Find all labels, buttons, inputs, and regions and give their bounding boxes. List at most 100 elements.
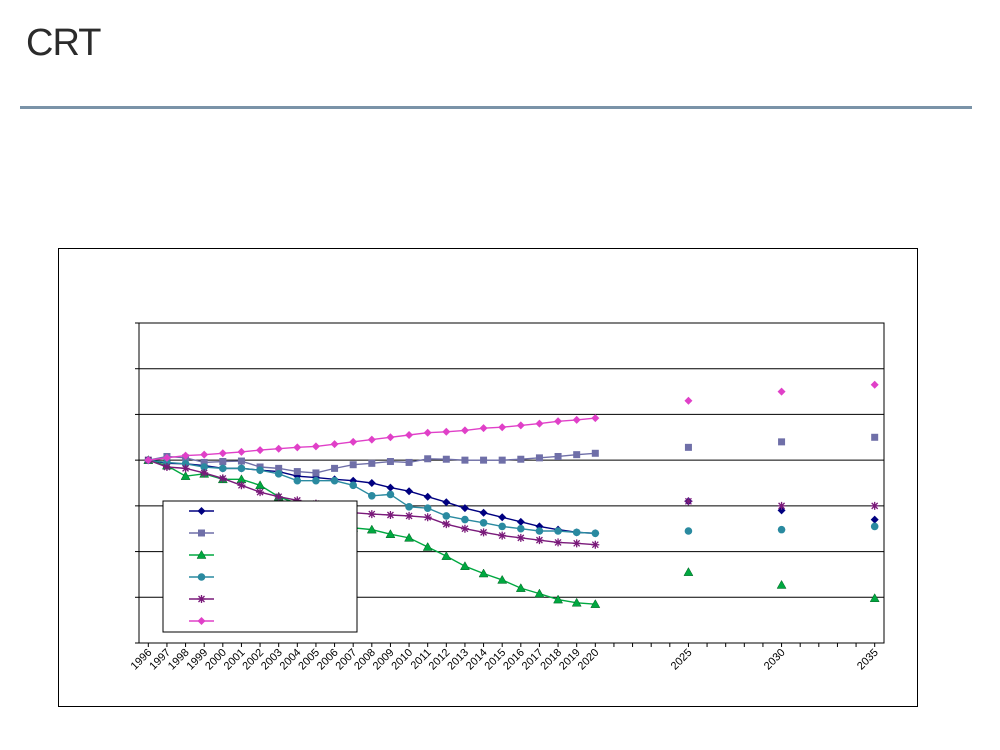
series-5-point bbox=[516, 533, 525, 542]
x-tick-label: 2020 bbox=[576, 647, 602, 673]
series-5-point bbox=[237, 481, 246, 490]
series-6-point bbox=[181, 451, 190, 460]
series-1-point bbox=[423, 492, 432, 501]
series-3-point bbox=[385, 529, 396, 538]
series-4-point bbox=[237, 464, 246, 473]
series-5-point bbox=[162, 463, 171, 471]
series-4-point bbox=[330, 476, 339, 485]
series-5-point bbox=[181, 464, 190, 473]
series-2-point bbox=[312, 469, 320, 477]
series-2-point bbox=[386, 458, 394, 466]
series-4-point bbox=[479, 518, 488, 527]
series-4-point bbox=[256, 466, 264, 475]
series-3-point bbox=[869, 593, 880, 602]
series-2-point bbox=[442, 455, 450, 463]
series-1-point bbox=[516, 517, 525, 526]
series-3-point bbox=[683, 567, 694, 576]
legend-swatch-marker bbox=[197, 617, 206, 625]
series-6-point bbox=[516, 421, 525, 430]
series-4-point bbox=[554, 527, 562, 535]
series-6-point bbox=[311, 442, 320, 451]
series-1-point bbox=[870, 515, 879, 524]
series-6-point bbox=[200, 450, 209, 459]
company-logo: CRT bbox=[26, 22, 101, 65]
legend-swatch-marker bbox=[197, 507, 206, 515]
series-5-point bbox=[386, 511, 395, 519]
series-6-point bbox=[256, 446, 265, 455]
series-4-point bbox=[870, 522, 879, 531]
series-4-point bbox=[423, 504, 432, 512]
x-tick-label: 2030 bbox=[762, 647, 788, 673]
series-6-point bbox=[498, 423, 507, 432]
series-3-point bbox=[497, 574, 508, 584]
series-2-point bbox=[684, 443, 692, 451]
series-2-point bbox=[498, 456, 506, 464]
plot-area bbox=[138, 322, 885, 644]
series-5-point bbox=[554, 538, 563, 547]
header-divider bbox=[20, 106, 972, 109]
series-6-point bbox=[684, 396, 693, 405]
series-6-point bbox=[218, 449, 227, 458]
series-6-point bbox=[274, 444, 283, 453]
series-4-point bbox=[684, 527, 693, 535]
series-4-point bbox=[312, 476, 320, 485]
series-1-point bbox=[442, 498, 451, 507]
series-6-point bbox=[777, 387, 786, 396]
series-4-point bbox=[777, 525, 786, 534]
series-6-point bbox=[535, 419, 544, 428]
series-1-point bbox=[498, 513, 507, 522]
series-6-point bbox=[460, 426, 469, 435]
series-2-point bbox=[573, 451, 581, 459]
series-2-point bbox=[275, 464, 283, 472]
series-4-point bbox=[386, 490, 395, 499]
series-5-point bbox=[442, 520, 451, 529]
series-2-point bbox=[535, 454, 543, 462]
series-5-point bbox=[274, 492, 283, 501]
series-3-point bbox=[478, 568, 489, 578]
series-5-point bbox=[591, 540, 600, 549]
series-5-point bbox=[572, 539, 581, 548]
x-tick-label: 2025 bbox=[669, 647, 695, 673]
series-6-point bbox=[386, 433, 395, 442]
series-6-point bbox=[237, 447, 246, 456]
series-3-point bbox=[422, 541, 433, 551]
series-1-point bbox=[386, 483, 395, 492]
series-4-point bbox=[349, 481, 357, 490]
series-5-point bbox=[460, 524, 469, 533]
series-1-point bbox=[405, 487, 414, 496]
series-1-point bbox=[479, 508, 488, 517]
series-6-point bbox=[293, 443, 302, 452]
legend-swatch-marker bbox=[197, 595, 206, 603]
series-6-point bbox=[330, 440, 339, 449]
series-2-point bbox=[200, 458, 208, 466]
series-6-point bbox=[162, 453, 171, 462]
series-5-point bbox=[367, 510, 376, 519]
series-4-point bbox=[461, 515, 469, 524]
series-1-point bbox=[367, 479, 376, 487]
series-5-point bbox=[200, 468, 209, 477]
series-4-point bbox=[535, 527, 544, 535]
series-3-point bbox=[590, 599, 601, 608]
series-3-point bbox=[366, 524, 377, 534]
series-5-point bbox=[684, 497, 693, 506]
series-5-point bbox=[479, 528, 488, 537]
legend-swatch-marker bbox=[197, 573, 206, 581]
series-6-point bbox=[554, 417, 563, 426]
series-4-point bbox=[517, 524, 525, 533]
series-2-point bbox=[778, 438, 786, 446]
series-5-point bbox=[535, 536, 544, 545]
series-5-point bbox=[218, 474, 227, 483]
series-4-point bbox=[219, 464, 227, 473]
series-1-point bbox=[460, 504, 469, 513]
series-3-point bbox=[180, 471, 191, 480]
series-4-point bbox=[572, 528, 581, 537]
series-2-point bbox=[349, 461, 357, 469]
series-5-point bbox=[777, 501, 786, 510]
series-4-point bbox=[368, 492, 376, 500]
series-4-point bbox=[591, 529, 600, 538]
series-5-point bbox=[293, 496, 302, 505]
series-6-point bbox=[572, 415, 581, 424]
series-5-point bbox=[423, 513, 432, 522]
series-2-point bbox=[219, 458, 227, 466]
